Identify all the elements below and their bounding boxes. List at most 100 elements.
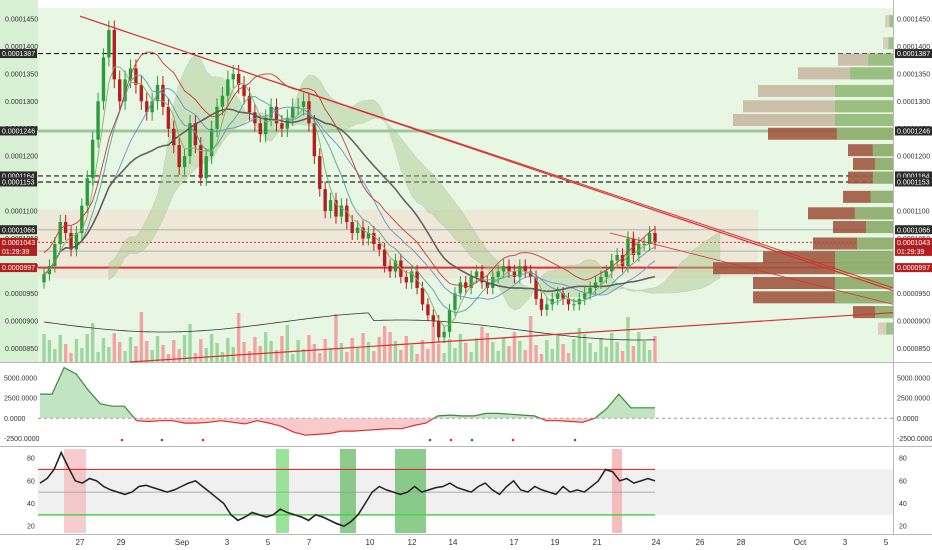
moving-average-line bbox=[43, 74, 656, 314]
trend-line bbox=[189, 53, 894, 289]
candle bbox=[372, 233, 376, 244]
volume-profile-bar bbox=[850, 67, 893, 80]
signal-dot bbox=[201, 438, 205, 442]
volume-bar bbox=[74, 339, 79, 362]
candle bbox=[155, 84, 160, 102]
time-tick-label: 5 bbox=[266, 538, 271, 547]
volume-bar bbox=[215, 343, 219, 362]
volume-bar bbox=[301, 349, 306, 362]
rsi-tick-label: 40 bbox=[899, 501, 907, 508]
price-badge bbox=[895, 126, 932, 136]
oscillator-positive-area bbox=[40, 367, 655, 419]
volume-bar bbox=[339, 343, 344, 362]
candle bbox=[323, 189, 327, 212]
time-tick-label: 3 bbox=[843, 538, 848, 547]
volume-bar bbox=[431, 315, 436, 362]
candle bbox=[253, 112, 257, 124]
price-tick-label: 0.0001400 bbox=[897, 44, 930, 51]
price-badge-label: 0.0001387 bbox=[897, 51, 930, 58]
volume-bar bbox=[53, 349, 57, 362]
volume-bar bbox=[464, 343, 468, 362]
candle bbox=[382, 249, 387, 266]
candle bbox=[247, 95, 252, 113]
volume-bar bbox=[291, 354, 295, 362]
candle bbox=[150, 101, 154, 113]
candle bbox=[334, 200, 338, 217]
moving-averages bbox=[43, 51, 656, 327]
volume-bar bbox=[420, 340, 425, 362]
price-badge bbox=[0, 49, 37, 59]
time-tick-label: 29 bbox=[117, 538, 126, 547]
volume-bar bbox=[69, 353, 73, 362]
price-badge bbox=[0, 246, 37, 256]
rsi-highlight bbox=[276, 449, 289, 533]
volume-bar bbox=[345, 352, 349, 362]
volume-bar bbox=[355, 347, 360, 362]
oscillator-tick-label: 0.0000 bbox=[4, 416, 26, 423]
price-badge-label: 0.0001246 bbox=[2, 129, 35, 136]
volume-bar bbox=[117, 342, 122, 362]
candle bbox=[566, 298, 571, 305]
candle bbox=[58, 222, 62, 244]
candle bbox=[550, 298, 554, 305]
volume-bar bbox=[447, 339, 452, 362]
volume-bar bbox=[572, 339, 576, 362]
candle bbox=[280, 123, 284, 129]
volume-bar bbox=[501, 337, 506, 362]
volume-bar bbox=[247, 351, 252, 362]
volume-bar bbox=[437, 344, 441, 362]
volume-bar bbox=[620, 351, 625, 362]
candle bbox=[453, 293, 457, 310]
volume-bar bbox=[112, 333, 116, 362]
candle bbox=[431, 315, 436, 321]
candle bbox=[474, 271, 479, 277]
candle bbox=[80, 205, 84, 234]
volume-profile bbox=[713, 15, 893, 335]
candle bbox=[583, 293, 587, 299]
volume-bar bbox=[442, 353, 446, 362]
candle bbox=[507, 265, 511, 272]
candle bbox=[545, 304, 549, 310]
volume-profile-bar bbox=[866, 221, 893, 234]
volume-bar bbox=[599, 338, 603, 362]
price-tick-label: 0.0001100 bbox=[897, 209, 930, 216]
time-tick-label: 27 bbox=[76, 538, 85, 547]
candle bbox=[74, 233, 79, 250]
candle bbox=[642, 244, 646, 245]
volume-bar bbox=[550, 349, 554, 362]
time-tick-label: 5 bbox=[884, 538, 889, 547]
candle bbox=[458, 282, 463, 294]
volume-bar bbox=[415, 354, 419, 362]
candle bbox=[437, 320, 441, 338]
volume-bar bbox=[107, 347, 111, 362]
volume-bar bbox=[96, 352, 100, 362]
price-badge-label: 0.0000997 bbox=[2, 265, 35, 272]
price-badge bbox=[895, 263, 932, 273]
candle bbox=[112, 29, 116, 80]
price-tick-label: 0.0001350 bbox=[5, 71, 38, 78]
rsi-tick-label: 80 bbox=[27, 456, 35, 463]
volume-bar bbox=[80, 348, 84, 362]
time-tick-label: 14 bbox=[449, 538, 458, 547]
candle bbox=[258, 123, 262, 135]
price-badge-label: 0.0001043 bbox=[2, 240, 35, 247]
volume-bar bbox=[350, 338, 354, 362]
price-tick-label: 0.0001100 bbox=[5, 209, 38, 216]
volume-bar bbox=[426, 349, 430, 362]
candle bbox=[518, 265, 522, 277]
candle bbox=[604, 271, 609, 277]
candle bbox=[593, 282, 598, 288]
volume-bar bbox=[166, 354, 171, 362]
price-tick-label: 0.0000850 bbox=[5, 346, 38, 353]
volume-bar bbox=[577, 328, 582, 362]
candle bbox=[572, 304, 576, 306]
signal-dot bbox=[160, 438, 164, 442]
price-tick-label: 0.0000900 bbox=[5, 318, 38, 325]
volume-bar bbox=[58, 335, 62, 362]
price-badge bbox=[895, 49, 932, 59]
volume-bar bbox=[474, 338, 479, 362]
volume-profile-bar bbox=[836, 127, 893, 140]
oscillator-tick-label: 2500.0000 bbox=[897, 396, 930, 403]
rsi-tick-label: 80 bbox=[899, 456, 907, 463]
